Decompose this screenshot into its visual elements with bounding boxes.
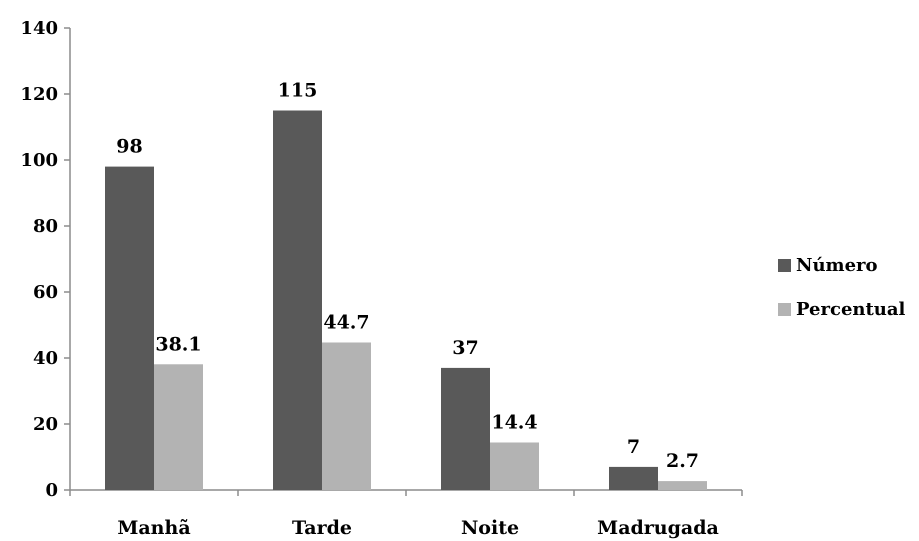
bar-percentual [322, 342, 371, 490]
y-tick-label: 140 [20, 18, 58, 39]
y-tick-label: 120 [20, 84, 58, 105]
data-label: 37 [452, 337, 478, 359]
data-label: 115 [278, 80, 318, 102]
data-label: 98 [116, 136, 142, 158]
y-tick-label: 0 [45, 480, 58, 501]
x-category-label: Noite [461, 517, 519, 539]
x-category-label: Madrugada [597, 517, 719, 539]
category-labels: Manhã Tarde Noite Madrugada [117, 517, 718, 539]
bar-numero [105, 166, 154, 490]
y-tick-label: 40 [33, 348, 58, 369]
y-axis-ticks: 0 20 40 60 80 100 120 140 [20, 18, 70, 501]
y-tick-label: 100 [20, 150, 58, 171]
x-category-label: Tarde [292, 517, 352, 539]
bar-percentual [490, 442, 539, 490]
legend-swatch [778, 303, 791, 316]
y-tick-label: 80 [33, 216, 58, 237]
data-label: 38.1 [155, 333, 201, 355]
data-label: 44.7 [323, 311, 369, 333]
data-labels: 98 38.1 115 44.7 37 14.4 7 2.7 [116, 80, 699, 473]
bar-percentual [154, 364, 203, 490]
chart-bars [105, 110, 707, 490]
legend-swatch [778, 259, 791, 272]
data-label: 2.7 [666, 450, 699, 472]
chart-legend: Número Percentual [778, 255, 906, 320]
y-tick-label: 20 [33, 414, 58, 435]
bar-numero [609, 466, 658, 490]
legend-label: Número [796, 255, 878, 276]
data-label: 14.4 [491, 411, 537, 433]
y-tick-label: 60 [33, 282, 58, 303]
bar-numero [273, 110, 322, 490]
x-category-label: Manhã [117, 517, 190, 539]
bar-percentual [658, 481, 707, 490]
data-label: 7 [627, 436, 640, 458]
bar-numero [441, 367, 490, 490]
legend-label: Percentual [796, 299, 906, 320]
